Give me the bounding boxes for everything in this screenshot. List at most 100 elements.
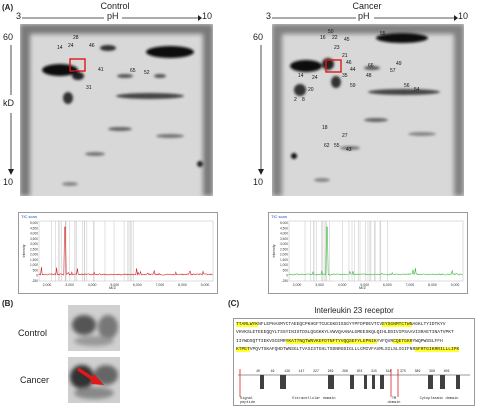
protein-sequence: TTARLWYKNFLEPHASMYCTAEEQCPKHGFTCUCGKDISS… <box>236 321 472 355</box>
control-kd-top: 60 <box>3 32 14 42</box>
cancer-spot-label: 57 <box>390 68 396 74</box>
sequence-line: KTPETVPQVTSKAFQHDTWNSGLTVASISTGHLTSDNRGD… <box>236 346 472 354</box>
site-number: 298 <box>342 369 348 373</box>
cancer-spot-label: 46 <box>346 60 352 66</box>
ms-xtick: 5,000 <box>110 283 119 287</box>
ms-xtick: 7,000 <box>405 283 414 287</box>
cancer-spot-label: 23 <box>334 45 340 51</box>
control-ph-high: 10 <box>202 11 213 21</box>
zoom-cancer-image <box>68 357 120 403</box>
sequence-line: VHVKSLETEEEQQYLTSSYINISTDSLQGGKKYLVWVQAA… <box>236 329 472 337</box>
ms-ytick: 500 <box>33 268 39 272</box>
cancer-kd-bottom: 10 <box>253 177 264 187</box>
control-ph-label: pH <box>107 11 119 21</box>
cancer-spot-label: 50 <box>328 29 334 35</box>
ms-ytick: -250 <box>32 279 39 283</box>
ms-xtick: 6,000 <box>133 283 142 287</box>
cancer-ph-label: pH <box>358 11 370 21</box>
cancer-spot-label: 24 <box>312 75 318 81</box>
site-number: 406 <box>444 369 450 373</box>
cancer-spot-label: 49 <box>396 61 402 67</box>
ms-xtick: 9,000 <box>201 283 210 287</box>
sequence-line: TTARLWYKNFLEPHASMYCTAEEQCPKHGFTCUCGKDISS… <box>236 321 472 329</box>
ms-ytick: 2,500 <box>280 247 288 251</box>
ms-xtick: 8,000 <box>178 283 187 287</box>
ms-xtick: 8,000 <box>428 283 437 287</box>
matched-peptide: EYSGNMTCTWN <box>382 322 413 327</box>
ms-xtick: 3,000 <box>315 283 324 287</box>
peptide-coverage-bar <box>280 375 286 389</box>
cancer-spot-label: 45 <box>344 37 350 43</box>
cancer-spot-label: 48 <box>366 73 372 79</box>
ms-xtick: 9,000 <box>451 283 460 287</box>
cancer-spot-label: 16 <box>320 35 326 41</box>
site-number: 49 <box>271 369 275 373</box>
cancer-spot-label: 55 <box>334 143 340 149</box>
cancer-spot-label: 14 <box>298 73 304 79</box>
ms-ylabel: Intensity <box>22 244 26 257</box>
control-spot-label: 52 <box>144 70 150 76</box>
cancer-spot-label: 27 <box>342 133 348 139</box>
domain-label: peptide <box>240 400 255 405</box>
site-number: 389 <box>415 369 421 373</box>
ms-ytick: 5,000 <box>280 221 288 225</box>
sequence-segment: NFLEPHASMYCTAEEQCPKHGFTCUCGKDISSGYYPFDPD… <box>258 322 383 327</box>
ms-cancer-header: TIC scan <box>271 214 288 219</box>
sequence-segment: VPQVTSKAFQHDTWNSGLTVASISTGHLTSDNRGDIGLLL… <box>249 347 416 353</box>
matched-peptide: TTARLWYK <box>236 322 259 327</box>
red-arrow-icon <box>77 367 104 385</box>
peptide-coverage-bar <box>372 375 375 389</box>
ms-ytick: 5,000 <box>30 221 38 225</box>
ms-control-header: TIC scan <box>21 214 38 219</box>
cancer-selection-box <box>325 59 342 73</box>
peptide-coverage-bar <box>456 375 460 389</box>
ms-trace <box>38 226 213 276</box>
ms-ytick: 2,000 <box>30 253 38 257</box>
ms-xtick: 6,000 <box>383 283 392 287</box>
site-number: 227 <box>313 369 319 373</box>
cancer-spot-label: 43 <box>346 147 352 153</box>
domain-label: Extracellular domain <box>292 396 335 401</box>
site-number: 375 <box>400 369 406 373</box>
ms-trace <box>288 226 463 276</box>
cancer-kd-arrow <box>258 45 264 175</box>
ms-ylabel: Intensity <box>272 244 276 257</box>
panel-label-c: (C) <box>228 299 240 308</box>
control-kd-bottom: 10 <box>3 177 14 187</box>
site-number: 302 <box>357 369 363 373</box>
sequence-segment: YWQPWSSLFFH <box>412 338 443 344</box>
ms-ytick: 2,500 <box>30 247 38 251</box>
cancer-spot-label: 22 <box>332 35 338 41</box>
control-selection-box <box>69 58 86 72</box>
ms-cancer-spectrum: TIC scan M/Z 2,000 3,000 4,000 5,000 6,000 7,… <box>268 212 468 294</box>
site-number: 289 <box>328 369 334 373</box>
peptide-coverage-bar <box>350 375 354 389</box>
ms-ytick: 4,000 <box>30 232 38 236</box>
protein-sequence-box: Interleukin 23 receptor TTARLWYKNFLEPHAS… <box>233 306 475 406</box>
ms-ytick: -250 <box>282 279 289 283</box>
cancer-ph-low: 3 <box>266 11 272 21</box>
control-kd-unit: kD <box>3 98 14 108</box>
matched-peptide: SFRTGIKRRILLLIPK <box>415 347 460 353</box>
cancer-spot-label: 20 <box>308 87 314 93</box>
sequence-segment: VHVKSLETEEEQQYLTSSYINISTDSLQGGKKYLVWVQAA… <box>236 330 454 336</box>
cancer-spot-label: 54 <box>414 87 420 93</box>
control-spot-label: 24 <box>68 43 74 49</box>
ms-ytick: 1,500 <box>280 258 288 262</box>
cancer-title: Cancer <box>352 1 382 11</box>
ms-xtick: 4,000 <box>88 283 97 287</box>
control-spot-label: 46 <box>89 43 95 49</box>
ms-ytick: 1,000 <box>30 263 38 267</box>
sequence-line: IIYWDSQTTIEKVSCEMRYKATTNQTWNVKEFDTNFTYVQ… <box>236 338 472 346</box>
cancer-spot-label: 62 <box>324 143 330 149</box>
cancer-spot-label: 56 <box>404 83 410 89</box>
ms-ytick: 1,500 <box>30 258 38 262</box>
ms-control-plot: 2,000 3,000 4,000 5,000 6,000 7,000 8,000 9,000… <box>22 220 214 287</box>
cancer-spot-label: 18 <box>322 125 328 131</box>
peptide-coverage-bar <box>428 375 433 389</box>
site-number: 40 <box>256 369 260 373</box>
ms-xtick: 3,000 <box>65 283 74 287</box>
domain-label: TM <box>392 397 396 401</box>
ms-control-spectrum: TIC scan M/Z 2,000 3,000 4,000 5,000 6,000 7,… <box>18 212 218 294</box>
ms-ytick: 3,500 <box>280 237 288 241</box>
